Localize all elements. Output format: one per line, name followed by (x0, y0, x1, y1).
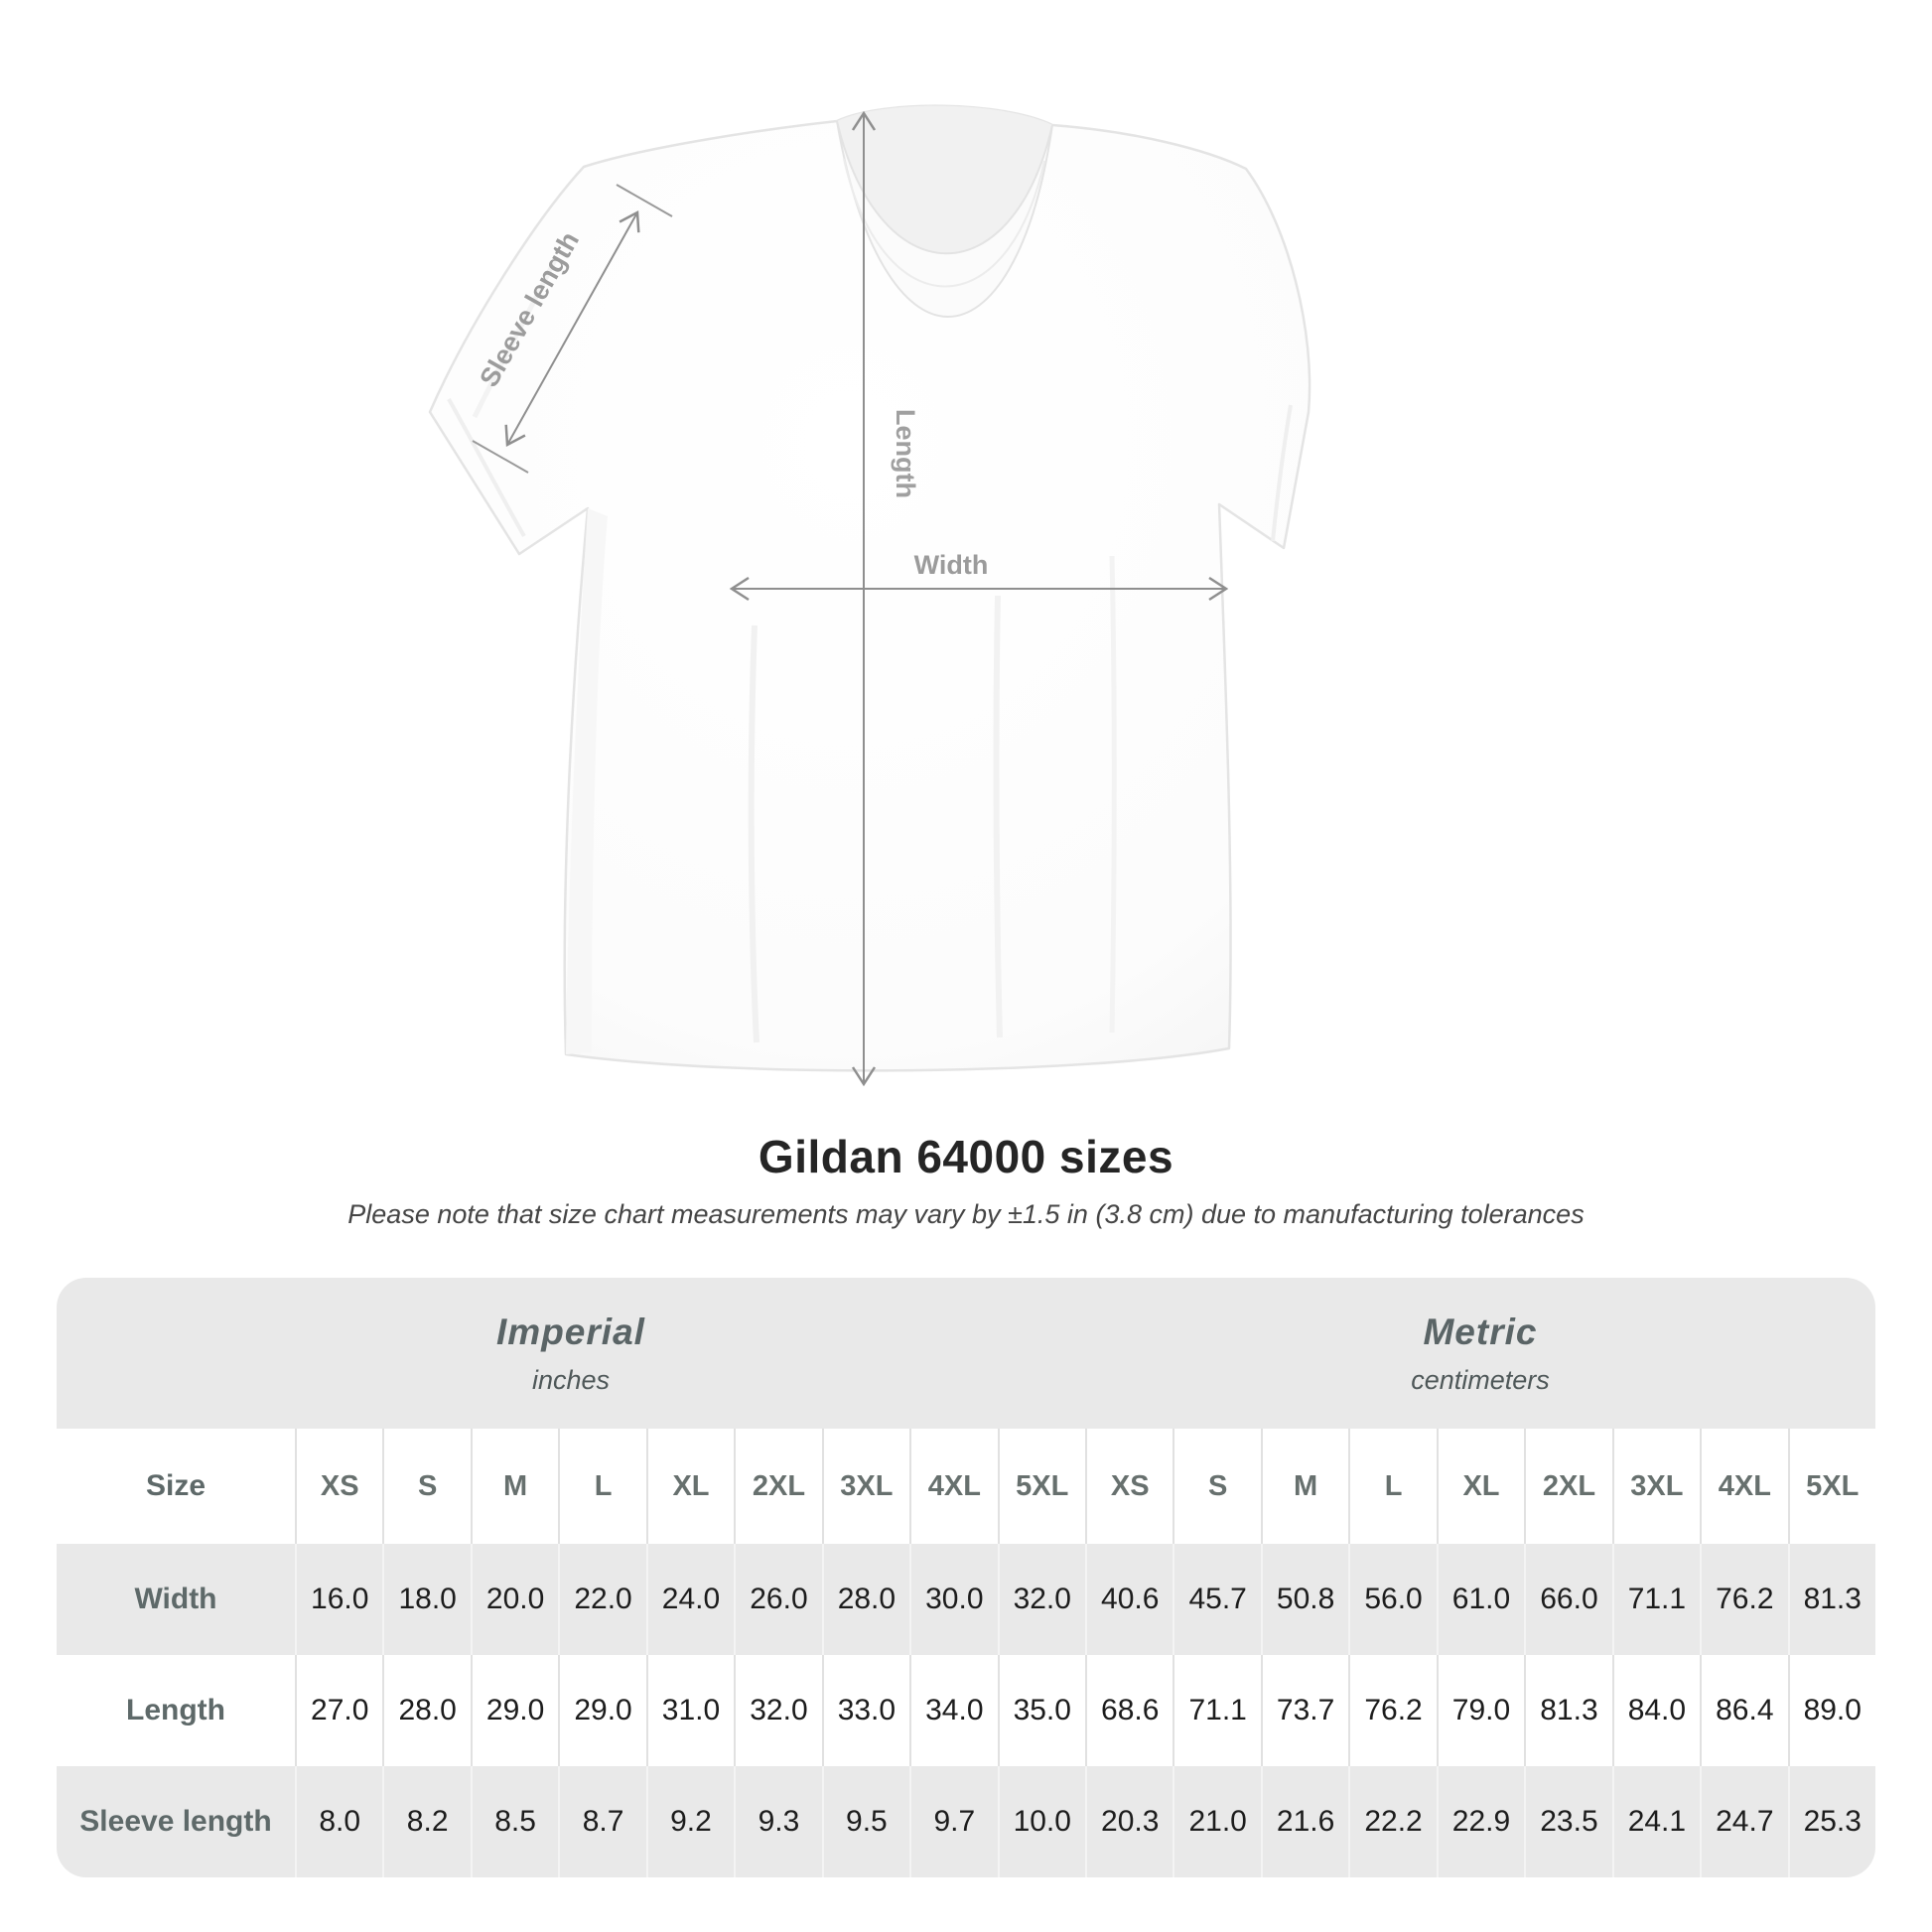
value-cell: 21.6 (1260, 1766, 1349, 1877)
size-header-cell: 2XL (734, 1429, 822, 1544)
width-label: Width (914, 550, 989, 580)
value-cell: 61.0 (1436, 1544, 1525, 1655)
size-header-cell: XL (645, 1429, 735, 1544)
value-cell: 24.7 (1700, 1766, 1788, 1877)
value-cell: 81.3 (1524, 1655, 1612, 1766)
imperial-unit: inches (531, 1364, 611, 1395)
value-cell: 76.2 (1700, 1544, 1788, 1655)
value-cell: 29.0 (558, 1655, 646, 1766)
value-cell: 23.5 (1524, 1766, 1612, 1877)
value-cell: 24.1 (1611, 1766, 1701, 1877)
value-cell: 22.9 (1436, 1766, 1525, 1877)
value-cell: 24.0 (645, 1544, 735, 1655)
value-cell: 9.3 (734, 1766, 822, 1877)
value-cell: 73.7 (1260, 1655, 1349, 1766)
value-cell: 20.3 (1084, 1766, 1173, 1877)
value-cell: 40.6 (1084, 1544, 1173, 1655)
value-cell: 86.4 (1700, 1655, 1788, 1766)
value-cell: 28.0 (382, 1655, 471, 1766)
value-cell: 79.0 (1436, 1655, 1525, 1766)
value-cell: 34.0 (909, 1655, 998, 1766)
value-cell: 68.6 (1084, 1655, 1173, 1766)
size-header-cell: L (1348, 1429, 1437, 1544)
value-cell: 8.5 (470, 1766, 559, 1877)
value-cell: 8.0 (295, 1766, 383, 1877)
value-cell: 20.0 (470, 1544, 559, 1655)
value-cell: 29.0 (470, 1655, 559, 1766)
page-title: Gildan 64000 sizes (758, 1131, 1174, 1182)
value-cell: 22.2 (1348, 1766, 1437, 1877)
value-cell: 81.3 (1787, 1544, 1875, 1655)
imperial-label: Imperial (496, 1311, 645, 1352)
value-cell: 71.1 (1611, 1544, 1701, 1655)
value-cell: 9.2 (645, 1766, 735, 1877)
value-cell: 66.0 (1524, 1544, 1612, 1655)
value-cell: 50.8 (1260, 1544, 1349, 1655)
row-label: Length (57, 1655, 295, 1766)
size-header-cell: 3XL (1611, 1429, 1701, 1544)
value-cell: 71.1 (1173, 1655, 1261, 1766)
value-cell: 8.7 (558, 1766, 646, 1877)
metric-label: Metric (1423, 1311, 1538, 1352)
value-cell: 89.0 (1787, 1655, 1875, 1766)
size-header-cell: L (558, 1429, 646, 1544)
value-cell: 27.0 (295, 1655, 383, 1766)
value-cell: 28.0 (821, 1544, 910, 1655)
size-header-cell: XS (295, 1429, 383, 1544)
value-cell: 32.0 (734, 1655, 822, 1766)
value-cell: 26.0 (734, 1544, 822, 1655)
value-cell: 30.0 (909, 1544, 998, 1655)
value-cell: 32.0 (997, 1544, 1085, 1655)
tshirt-measurement-figure: Length Width Sleeve length (428, 104, 1311, 1087)
length-label: Length (891, 409, 920, 498)
size-header-cell: S (382, 1429, 471, 1544)
size-chart-table: Imperial inches Metric centimeters Size … (57, 1278, 1875, 1877)
value-cell: 56.0 (1348, 1544, 1437, 1655)
size-header-cell: M (1260, 1429, 1349, 1544)
tolerance-note: Please note that size chart measurements… (347, 1199, 1585, 1229)
row-label: Width (57, 1544, 295, 1655)
value-cell: 84.0 (1611, 1655, 1701, 1766)
value-cell: 18.0 (382, 1544, 471, 1655)
value-cell: 33.0 (821, 1655, 910, 1766)
size-header-cell: 4XL (909, 1429, 998, 1544)
size-header-cell: 4XL (1700, 1429, 1788, 1544)
size-header-cell: XL (1436, 1429, 1525, 1544)
size-header-cell: 5XL (997, 1429, 1085, 1544)
value-cell: 9.7 (909, 1766, 998, 1877)
value-cell: 45.7 (1173, 1544, 1261, 1655)
imperial-group-header: Imperial inches (57, 1278, 1085, 1429)
value-cell: 9.5 (821, 1766, 910, 1877)
value-cell: 10.0 (997, 1766, 1085, 1877)
row-label: Sleeve length (57, 1766, 295, 1877)
size-header-cell: S (1173, 1429, 1261, 1544)
value-cell: 76.2 (1348, 1655, 1437, 1766)
size-header-cell: M (470, 1429, 559, 1544)
value-cell: 22.0 (558, 1544, 646, 1655)
value-cell: 16.0 (295, 1544, 383, 1655)
width-measure-arrow: Width (729, 550, 1229, 602)
value-cell: 21.0 (1173, 1766, 1261, 1877)
value-cell: 31.0 (645, 1655, 735, 1766)
size-header-cell: 2XL (1524, 1429, 1612, 1544)
metric-group-header: Metric centimeters (1084, 1278, 1875, 1429)
value-cell: 8.2 (382, 1766, 471, 1877)
metric-unit: centimeters (1411, 1364, 1550, 1395)
size-header-cell: XS (1084, 1429, 1173, 1544)
size-header-cell: 3XL (821, 1429, 910, 1544)
size-header-cell: 5XL (1787, 1429, 1875, 1544)
value-cell: 25.3 (1787, 1766, 1875, 1877)
value-cell: 35.0 (997, 1655, 1085, 1766)
size-header: Size (57, 1429, 295, 1544)
